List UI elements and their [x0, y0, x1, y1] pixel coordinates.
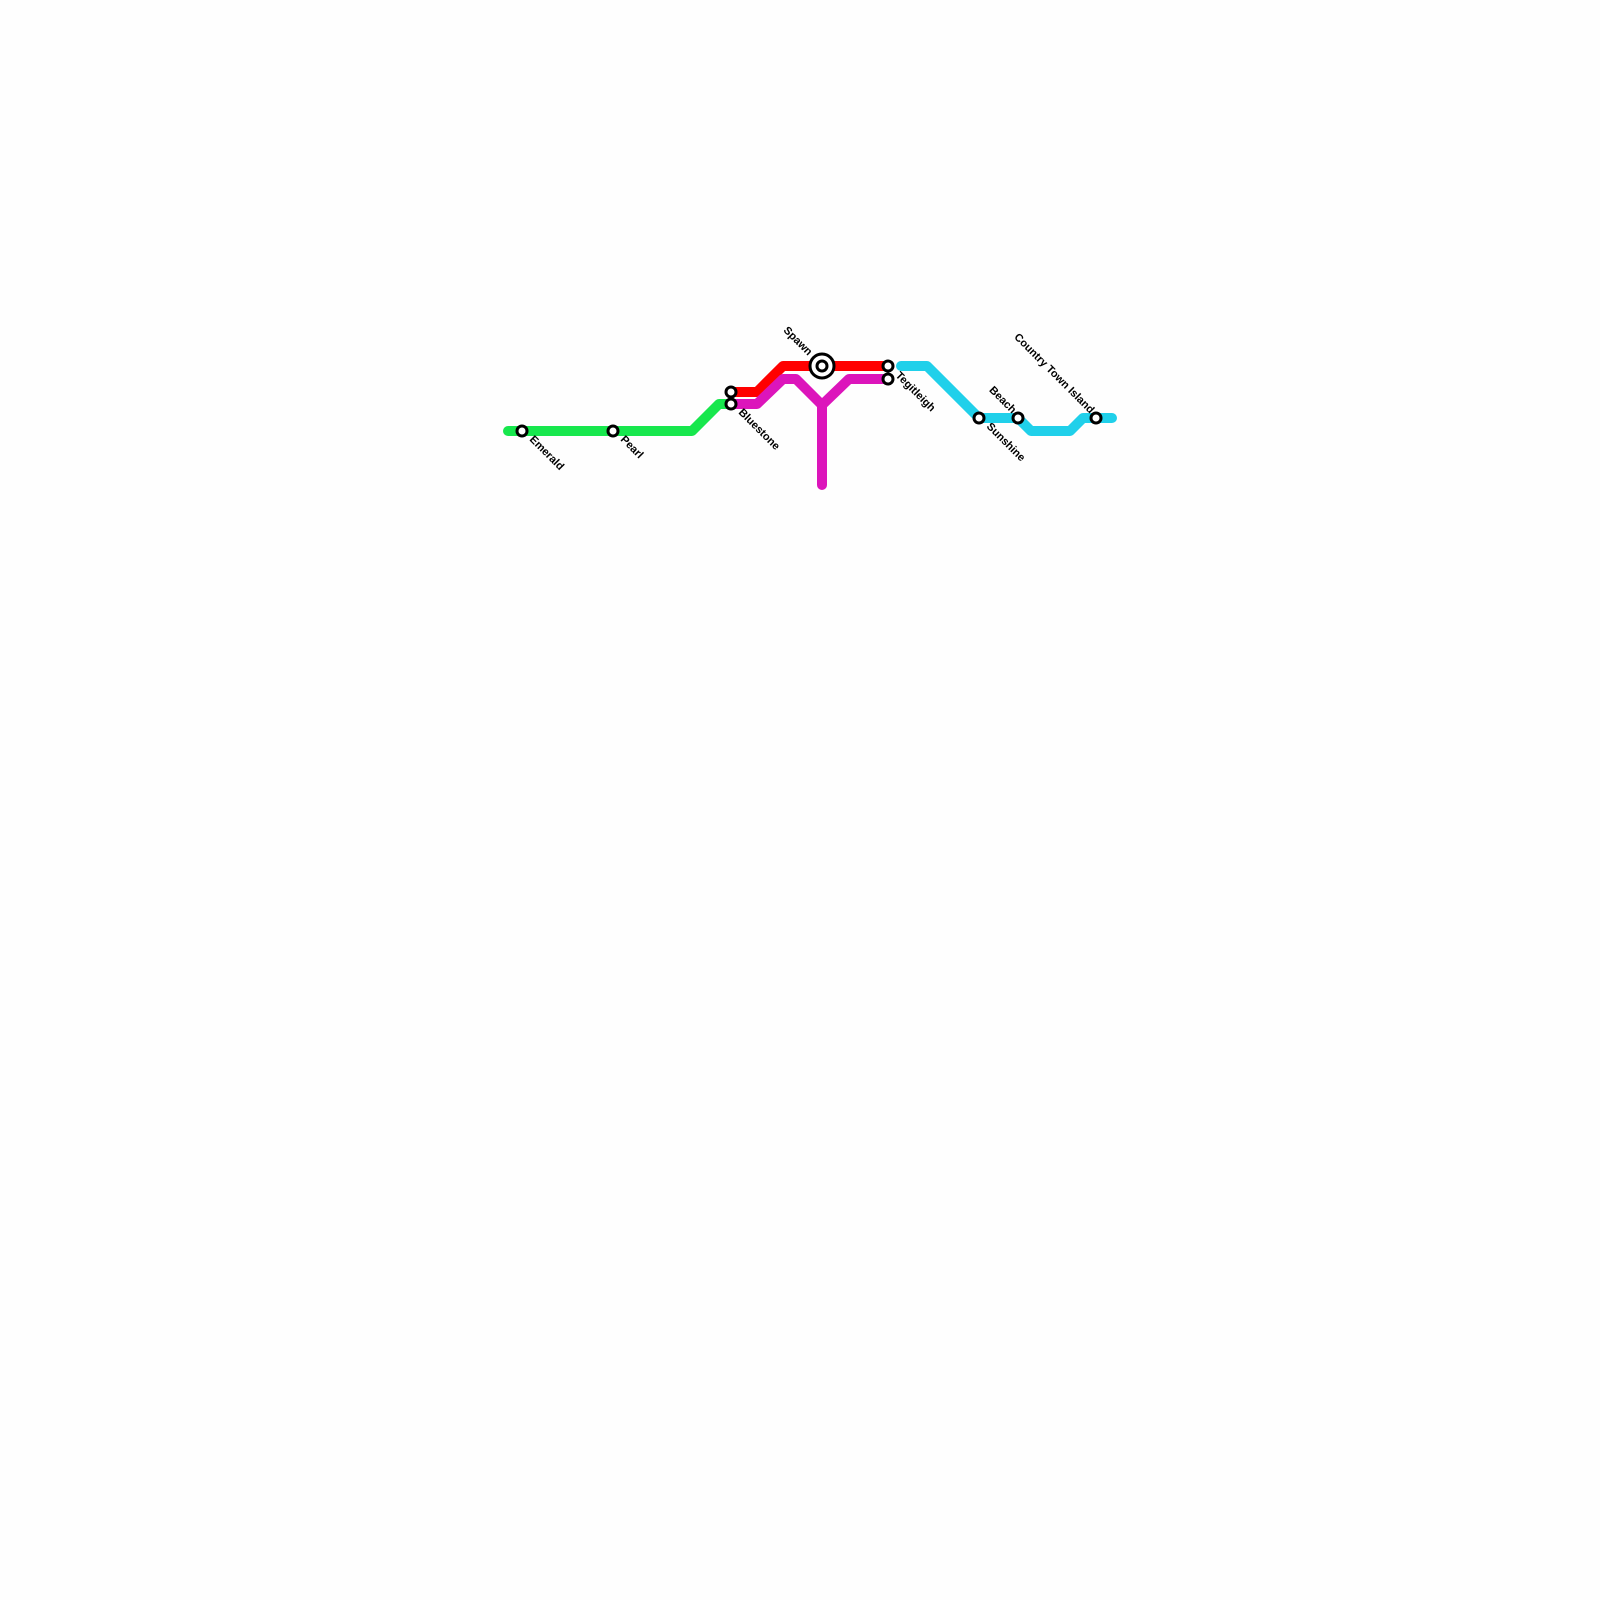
green-line — [503, 399, 736, 436]
magenta-line — [726, 374, 893, 490]
station-country-town-island[interactable] — [1089, 411, 1103, 425]
station-sunshine[interactable] — [972, 411, 986, 425]
label-pearl: Pearl — [618, 434, 646, 462]
station-tegitleigh-magenta[interactable] — [881, 372, 895, 386]
label-beach: Beach — [987, 384, 1019, 416]
station-tegitleigh-red[interactable] — [881, 359, 895, 373]
station-pearl[interactable] — [606, 424, 620, 438]
label-spawn: Spawn — [781, 325, 815, 359]
cyan-line — [896, 361, 1117, 436]
label-country-town-island: Country Town Island — [1012, 331, 1097, 416]
station-spawn[interactable] — [815, 359, 829, 373]
station-bluestone-red[interactable] — [724, 385, 738, 399]
station-beach[interactable] — [1011, 411, 1025, 425]
label-bluestone: Bluestone — [736, 407, 782, 453]
station-bluestone-magenta[interactable] — [724, 397, 738, 411]
label-emerald: Emerald — [527, 434, 566, 473]
station-emerald[interactable] — [515, 424, 529, 438]
